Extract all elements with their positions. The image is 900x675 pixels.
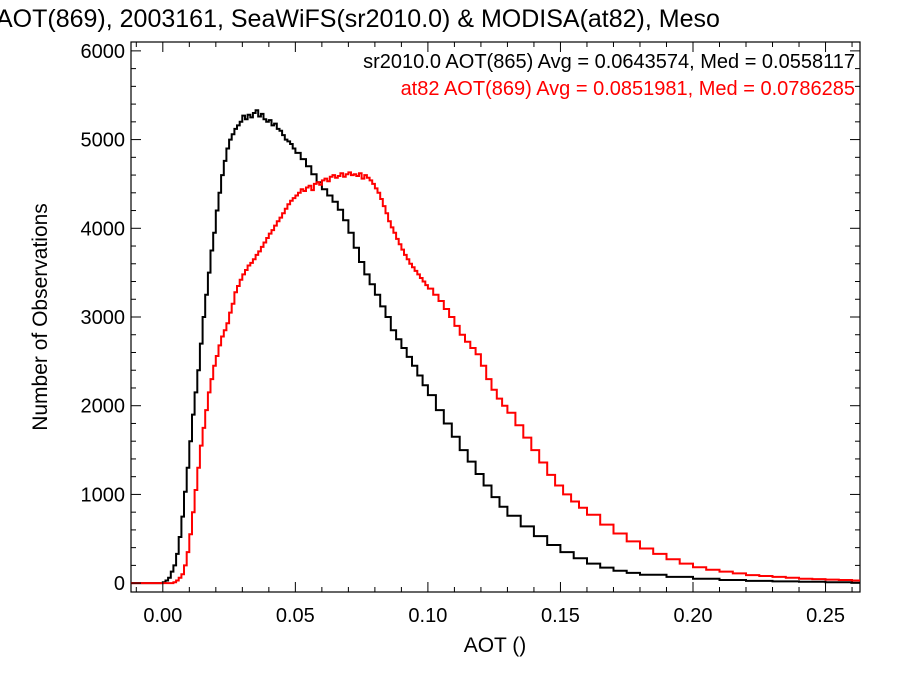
chart-title: AOT(869), 2003161, SeaWiFS(sr2010.0) & M… [0, 5, 720, 33]
y-tick-label: 5000 [81, 130, 126, 152]
y-tick-label: 4000 [81, 218, 126, 240]
histogram-series-0 [131, 109, 860, 585]
x-axis-label: AOT () [464, 634, 527, 657]
x-tick-label: 0.10 [408, 605, 447, 627]
y-tick-label: 1000 [81, 484, 126, 506]
y-tick-label: 3000 [81, 307, 126, 329]
y-tick-label: 6000 [81, 41, 126, 63]
legend: sr2010.0 AOT(865) Avg = 0.0643574, Med =… [363, 51, 855, 100]
legend-entry-sr2010: sr2010.0 AOT(865) Avg = 0.0643574, Med =… [363, 51, 855, 73]
x-tick-label: 0.05 [276, 605, 315, 627]
y-axis-label: Number of Observations [29, 203, 52, 431]
x-tick-label: 0.20 [674, 605, 713, 627]
x-tick-label: 0.15 [541, 605, 580, 627]
legend-entry-at82: at82 AOT(869) Avg = 0.0851981, Med = 0.0… [401, 78, 855, 100]
histogram-series-1 [131, 171, 860, 585]
x-tick-label: 0.00 [143, 605, 182, 627]
x-tick-label: 0.25 [806, 605, 845, 627]
y-tick-label: 2000 [81, 396, 126, 418]
series-group [131, 109, 860, 585]
y-tick-label: 0 [114, 573, 125, 595]
axis-ticks: 0.00 0.05 0.10 0.15 0.20 0.25 0 1000 2000 3000 400… [81, 41, 860, 627]
